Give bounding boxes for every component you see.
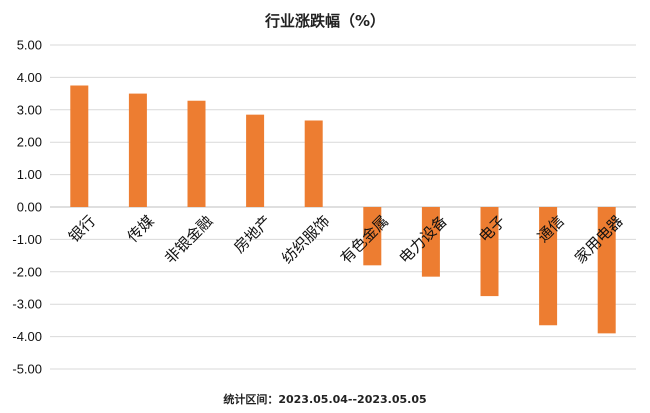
y-tick-label: -3.00 [12, 297, 42, 312]
bar [363, 207, 382, 266]
bar [246, 114, 265, 207]
y-axis-tick-labels: -5.00 -4.00 -3.00 -2.00 -1.00 0.00 1.00 2.00 3.0… [12, 38, 42, 377]
y-tick-label: 1.00 [17, 167, 42, 182]
y-tick-label: -4.00 [12, 329, 42, 344]
bar [539, 207, 558, 326]
category-label: 银行 [65, 212, 99, 246]
bar [70, 85, 89, 207]
y-tick-label: 4.00 [17, 70, 42, 85]
bar [480, 207, 499, 297]
category-label: 房地产 [230, 212, 275, 257]
category-label: 通信 [534, 212, 568, 246]
gridlines [50, 44, 636, 370]
footnote-date-range: 统计区间：2023.05.04--2023.05.05 [223, 392, 426, 406]
bars [70, 85, 616, 334]
bar [128, 93, 147, 207]
y-tick-label: -1.00 [12, 232, 42, 247]
bar [597, 207, 616, 334]
y-tick-label: -5.00 [12, 362, 42, 377]
bar [304, 120, 323, 207]
y-tick-label: -2.00 [12, 264, 42, 279]
bar [187, 100, 206, 207]
y-tick-label: 3.00 [17, 102, 42, 117]
category-label: 电子 [475, 212, 509, 246]
y-tick-label: 5.00 [17, 38, 42, 53]
chart-title: 行业涨跌幅（%） [264, 12, 385, 30]
bar [421, 207, 440, 277]
y-tick-label: 2.00 [17, 135, 42, 150]
y-tick-label: 0.00 [17, 200, 42, 215]
category-label: 传媒 [124, 212, 158, 246]
